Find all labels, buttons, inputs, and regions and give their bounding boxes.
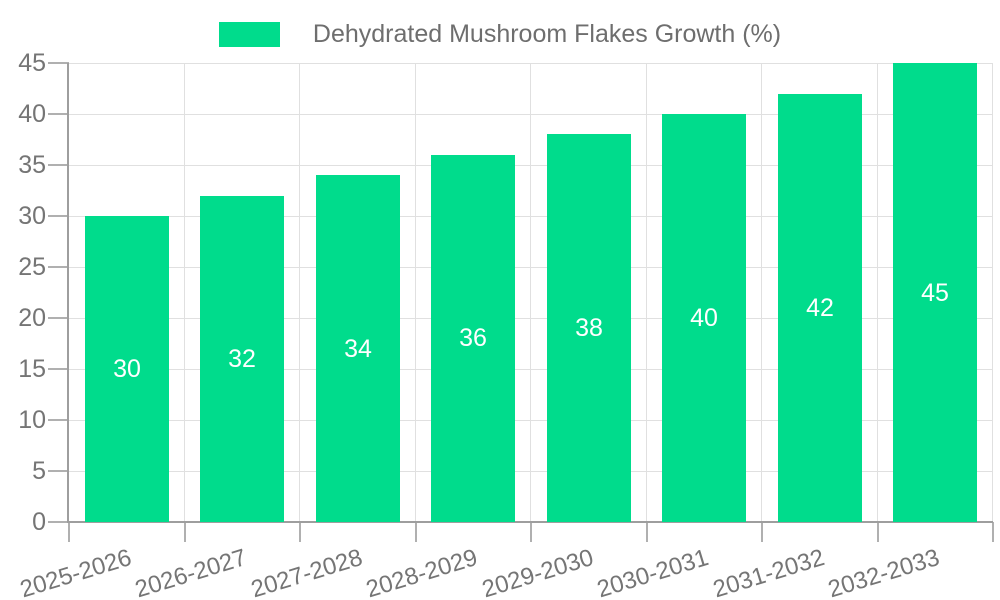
y-axis-label: 20 [18, 304, 46, 332]
bar [85, 216, 169, 522]
y-axis-label: 15 [18, 355, 46, 383]
y-tick-mark [48, 266, 69, 268]
bar [316, 175, 400, 522]
bar-value-label: 42 [806, 294, 834, 322]
bar [431, 155, 515, 522]
x-tick-mark [992, 522, 994, 542]
bar-value-label: 34 [344, 335, 372, 363]
y-axis-label: 40 [18, 100, 46, 128]
y-tick-mark [48, 113, 69, 115]
y-tick-mark [48, 470, 69, 472]
x-axis-label: 2026-2027 [132, 544, 250, 600]
x-gridline [184, 63, 185, 522]
y-tick-mark [48, 164, 69, 166]
legend-label: Dehydrated Mushroom Flakes Growth (%) [312, 20, 782, 48]
x-tick-mark [68, 522, 70, 542]
y-axis-label: 25 [18, 253, 46, 281]
y-axis-label: 0 [32, 508, 46, 536]
x-axis-label: 2030-2031 [594, 544, 712, 600]
bar [778, 94, 862, 522]
x-axis-label: 2031-2032 [710, 544, 828, 600]
x-tick-mark [415, 522, 417, 542]
x-axis-label: 2027-2028 [248, 544, 366, 600]
x-axis-label: 2028-2029 [363, 544, 481, 600]
y-axis-label: 35 [18, 151, 46, 179]
y-tick-mark [48, 419, 69, 421]
legend-swatch [218, 22, 280, 47]
bar-value-label: 30 [113, 355, 141, 383]
y-gridline [69, 471, 993, 472]
x-axis-label: 2025-2026 [17, 544, 135, 600]
bar [893, 63, 977, 522]
bar-value-label: 40 [690, 304, 718, 332]
bar [547, 134, 631, 522]
x-axis-label: 2029-2030 [479, 544, 597, 600]
y-gridline [69, 420, 993, 421]
x-tick-mark [877, 522, 879, 542]
y-axis-label: 30 [18, 202, 46, 230]
bar [200, 196, 284, 522]
x-gridline [299, 63, 300, 522]
y-axis-label: 10 [18, 406, 46, 434]
x-gridline [761, 63, 762, 522]
x-gridline [530, 63, 531, 522]
x-tick-mark [761, 522, 763, 542]
x-axis-line [67, 521, 993, 523]
chart-legend: Dehydrated Mushroom Flakes Growth (%) [0, 20, 1000, 49]
x-gridline [646, 63, 647, 522]
y-tick-mark [48, 521, 69, 523]
x-gridline [992, 63, 993, 522]
y-gridline [69, 114, 993, 115]
bar-value-label: 36 [459, 324, 487, 352]
bar-value-label: 45 [921, 279, 949, 307]
bar-value-label: 32 [228, 345, 256, 373]
y-gridline [69, 267, 993, 268]
x-tick-mark [646, 522, 648, 542]
y-tick-mark [48, 368, 69, 370]
x-gridline [415, 63, 416, 522]
bar-value-label: 38 [575, 314, 603, 342]
y-axis-line [67, 63, 69, 522]
y-gridline [69, 216, 993, 217]
y-axis-label: 5 [32, 457, 46, 485]
y-tick-mark [48, 62, 69, 64]
y-axis-label: 45 [18, 49, 46, 77]
x-gridline [877, 63, 878, 522]
y-gridline [69, 318, 993, 319]
y-gridline [69, 63, 993, 64]
x-axis-label: 2032-2033 [825, 544, 943, 600]
x-tick-mark [184, 522, 186, 542]
x-tick-mark [299, 522, 301, 542]
y-tick-mark [48, 215, 69, 217]
bar [662, 114, 746, 522]
y-tick-mark [48, 317, 69, 319]
y-gridline [69, 165, 993, 166]
y-gridline [69, 369, 993, 370]
x-tick-mark [530, 522, 532, 542]
